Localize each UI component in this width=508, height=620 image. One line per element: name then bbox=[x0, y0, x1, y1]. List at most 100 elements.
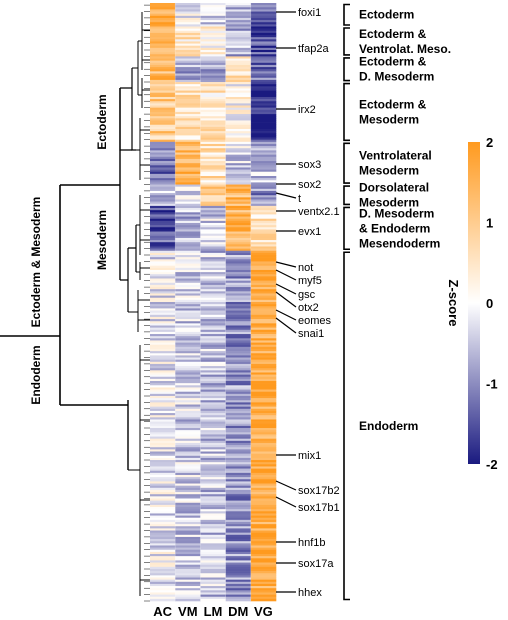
heatmap-cell bbox=[150, 536, 176, 540]
heatmap-cell bbox=[225, 32, 252, 36]
heatmap-cell bbox=[250, 195, 277, 198]
heatmap-cell bbox=[200, 88, 226, 91]
heatmap-cell bbox=[250, 583, 277, 587]
heatmap-cell bbox=[175, 107, 201, 111]
heatmap-cell bbox=[175, 58, 201, 61]
heatmap-cell bbox=[250, 308, 277, 311]
heatmap-cell bbox=[150, 167, 176, 170]
heatmap-cell bbox=[175, 579, 201, 583]
heatmap-cell bbox=[200, 107, 226, 111]
heatmap-cell bbox=[200, 79, 226, 83]
heatmap-cell bbox=[250, 398, 277, 401]
heatmap-cell bbox=[200, 594, 226, 598]
heatmap-cell bbox=[225, 96, 252, 100]
heatmap-cell bbox=[200, 327, 226, 331]
heatmap-cell bbox=[225, 269, 252, 273]
heatmap-cell bbox=[175, 338, 201, 341]
heatmap-cell bbox=[250, 334, 277, 337]
heatmap-cell bbox=[225, 216, 252, 220]
heatmap-cell bbox=[200, 483, 226, 486]
heatmap-cell bbox=[150, 509, 176, 512]
heatmap-cell bbox=[200, 507, 226, 510]
heatmap-cell bbox=[150, 101, 176, 104]
heatmap-cell bbox=[200, 201, 226, 205]
heatmap-cell bbox=[200, 575, 226, 578]
heatmap-cell bbox=[150, 579, 176, 583]
heatmap-cell bbox=[175, 504, 201, 508]
heatmap-cell bbox=[250, 417, 277, 420]
heatmap-cell bbox=[200, 453, 226, 457]
heatmap-cell bbox=[250, 150, 277, 153]
heatmap-cell bbox=[175, 306, 201, 309]
heatmap-cell bbox=[175, 233, 201, 237]
heatmap-cell bbox=[250, 20, 277, 23]
heatmap-cell bbox=[150, 197, 176, 200]
heatmap-cell bbox=[175, 103, 201, 106]
heatmap-cell bbox=[150, 269, 176, 273]
heatmap-cell bbox=[150, 274, 176, 277]
heatmap-cell bbox=[200, 449, 226, 452]
heatmap-cell bbox=[175, 84, 201, 87]
heatmap-cell bbox=[250, 413, 277, 416]
heatmap-cell bbox=[200, 263, 226, 266]
heatmap-cell bbox=[150, 28, 176, 32]
cluster-label: D. Mesoderm bbox=[359, 206, 434, 220]
heatmap-cell bbox=[175, 543, 201, 546]
heatmap-cell bbox=[150, 472, 176, 476]
heatmap-cell bbox=[175, 539, 201, 542]
heatmap-cell bbox=[250, 451, 277, 454]
colorbar-tick-label: -2 bbox=[486, 457, 498, 472]
heatmap-cell bbox=[225, 60, 252, 64]
heatmap-cell bbox=[175, 568, 201, 572]
heatmap-cell bbox=[200, 96, 226, 100]
gene-label-hhex: hhex bbox=[298, 587, 322, 599]
heatmap-cell bbox=[225, 289, 252, 292]
heatmap-cell bbox=[150, 549, 176, 553]
heatmap-cell bbox=[250, 284, 277, 288]
heatmap-cell bbox=[150, 468, 176, 472]
heatmap-cell bbox=[225, 581, 252, 585]
heatmap-cell bbox=[150, 592, 176, 595]
heatmap-cell bbox=[225, 295, 252, 299]
heatmap-cell bbox=[250, 73, 277, 76]
heatmap-cell bbox=[200, 479, 226, 482]
heatmap-cell bbox=[175, 135, 201, 138]
heatmap-cell bbox=[175, 502, 201, 506]
gene-label-eomes: eomes bbox=[298, 315, 332, 327]
heatmap-cell bbox=[250, 594, 277, 598]
heatmap-cell bbox=[175, 554, 201, 557]
heatmap-cell bbox=[150, 261, 176, 264]
heatmap-cell bbox=[175, 175, 201, 179]
heatmap-cell bbox=[225, 575, 252, 578]
heatmap-cell bbox=[200, 35, 226, 38]
heatmap-cell bbox=[200, 105, 226, 108]
heatmap-cell bbox=[175, 109, 201, 113]
heatmap-cell bbox=[200, 299, 226, 303]
heatmap-cell bbox=[175, 47, 201, 51]
gene-label-sox17a: sox17a bbox=[298, 558, 334, 570]
heatmap-cell bbox=[250, 71, 277, 74]
heatmap-cell bbox=[150, 139, 176, 143]
heatmap-cell bbox=[200, 99, 226, 102]
heatmap-cell bbox=[175, 536, 201, 540]
heatmap-cell bbox=[225, 547, 252, 551]
heatmap-cell bbox=[225, 131, 252, 134]
heatmap-cell bbox=[250, 511, 277, 514]
heatmap-cell bbox=[225, 109, 252, 113]
heatmap-cell bbox=[175, 49, 201, 53]
heatmap-cell bbox=[175, 13, 201, 17]
heatmap-cell bbox=[225, 449, 252, 452]
heatmap-cell bbox=[175, 126, 201, 130]
heatmap-cell bbox=[200, 541, 226, 544]
heatmap-cell bbox=[250, 122, 277, 126]
heatmap-cell bbox=[200, 355, 226, 358]
heatmap-cell bbox=[225, 276, 252, 279]
heatmap-cell bbox=[200, 11, 226, 14]
heatmap-cell bbox=[175, 240, 201, 243]
heatmap-cell bbox=[200, 389, 226, 392]
heatmap-cell bbox=[250, 568, 277, 572]
heatmap-cell bbox=[150, 487, 176, 491]
heatmap-cell bbox=[200, 381, 226, 384]
heatmap-cell bbox=[150, 146, 176, 149]
heatmap-cell bbox=[250, 432, 277, 435]
